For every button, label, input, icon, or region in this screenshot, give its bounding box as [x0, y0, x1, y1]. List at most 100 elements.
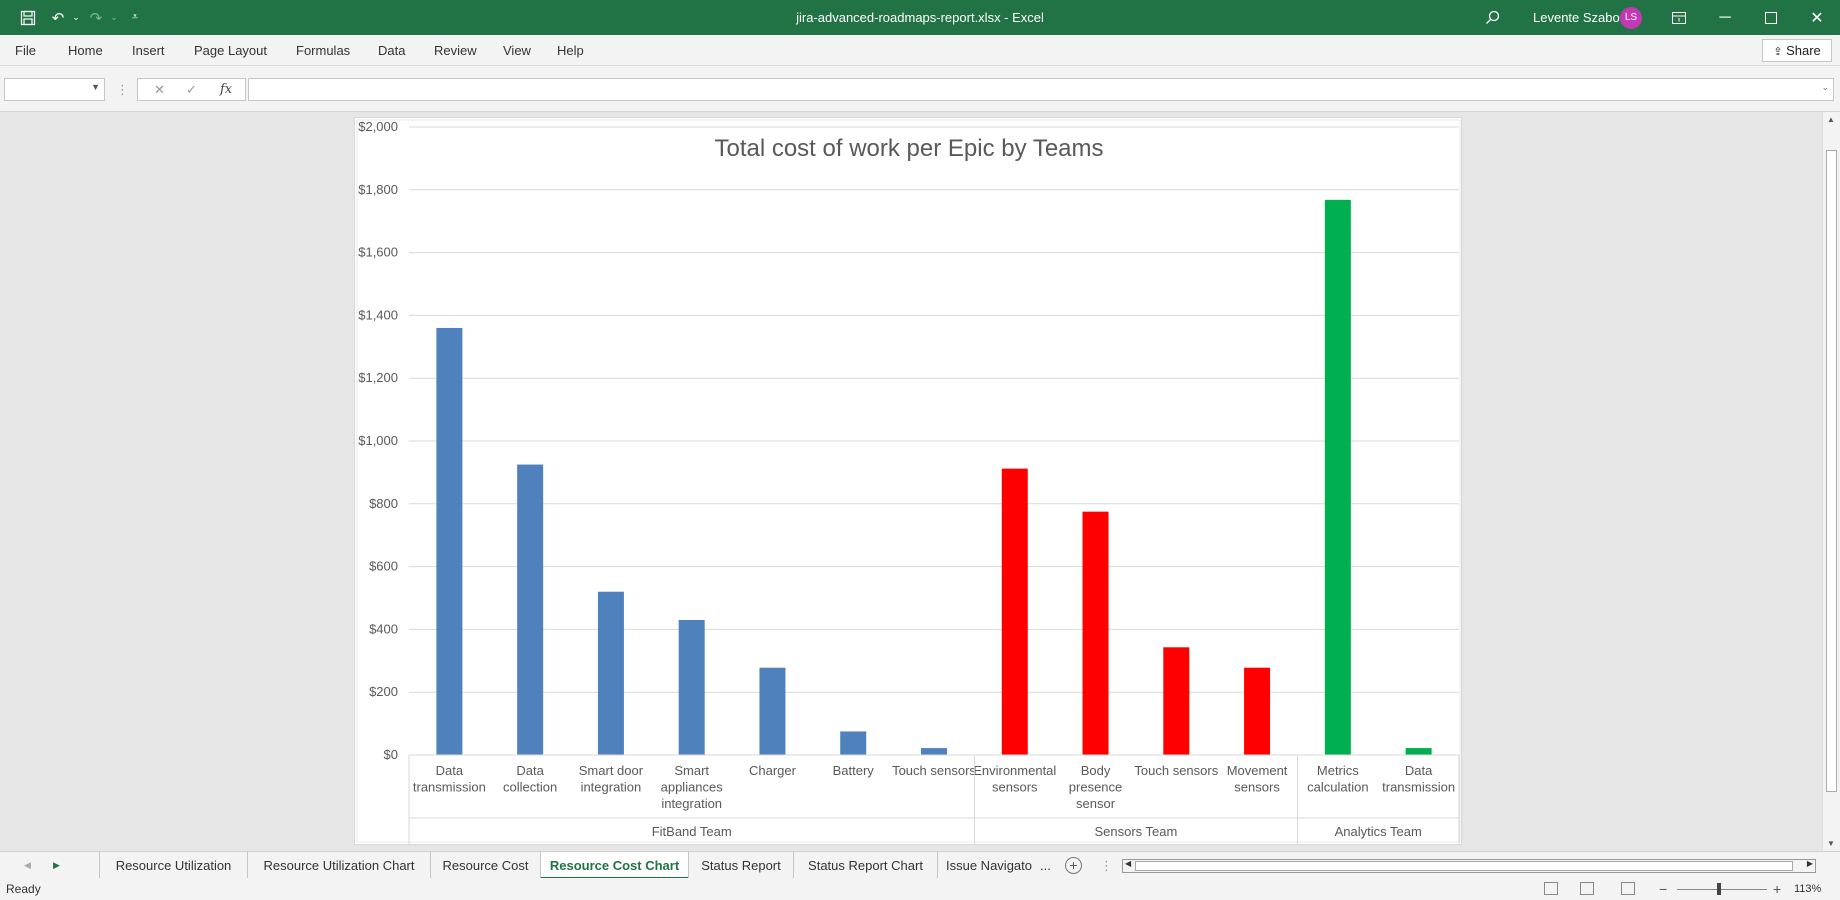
y-tick-label: $600 — [369, 559, 398, 574]
x-tick-label: transmission — [1382, 780, 1455, 795]
close-icon[interactable]: ✕ — [1810, 9, 1824, 27]
share-label: Share — [1786, 43, 1821, 58]
sheet-tab-status-report[interactable]: Status Report — [688, 852, 793, 879]
tab-review[interactable]: Review — [434, 43, 477, 58]
chevron-down-icon[interactable]: ▼ — [91, 82, 100, 92]
tab-view[interactable]: View — [503, 43, 531, 58]
prev-sheet-icon[interactable]: ◀ — [24, 860, 31, 870]
sheet-tabs-bar: ◀ ▶ Resource Utilization Resource Utiliz… — [0, 851, 1840, 879]
name-box[interactable]: ▼ — [4, 78, 105, 101]
sheet-tab-resource-cost[interactable]: Resource Cost — [430, 852, 540, 879]
chart-canvas[interactable]: $0 $200 $400 $600 $800 $1,000 $1,200 $1,400 $1,6… — [355, 118, 1463, 846]
x-tick-label: calculation — [1307, 780, 1368, 795]
more-sheets-button[interactable]: ... — [1040, 858, 1051, 873]
y-tick-label: $200 — [369, 684, 398, 699]
x-group-label: Analytics Team — [1335, 824, 1422, 839]
redo-dropdown-icon[interactable]: ⌄ — [110, 12, 118, 22]
y-tick-label: $1,000 — [358, 433, 398, 448]
x-tick-label: sensors — [992, 780, 1038, 795]
vertical-scroll-thumb[interactable] — [1826, 150, 1837, 792]
user-name[interactable]: Levente Szabo — [1533, 10, 1620, 25]
sheet-tab-status-report-chart[interactable]: Status Report Chart — [793, 852, 937, 879]
sheet-tab-resource-cost-chart[interactable]: Resource Cost Chart — [540, 852, 688, 879]
next-sheet-icon[interactable]: ▶ — [53, 860, 60, 870]
maximize-icon[interactable] — [1748, 0, 1794, 35]
x-tick-label: transmission — [413, 780, 486, 795]
share-button[interactable]: ⇪ Share — [1762, 39, 1832, 62]
x-tick-label: Metrics — [1317, 763, 1359, 778]
redo-icon[interactable]: ↷ — [89, 9, 103, 27]
share-icon: ⇪ — [1773, 46, 1783, 58]
zoom-slider[interactable] — [1677, 889, 1767, 890]
enter-icon[interactable]: ✓ — [186, 82, 197, 97]
tab-home[interactable]: Home — [68, 43, 103, 58]
sheet-tab-resource-utilization-chart[interactable]: Resource Utilization Chart — [247, 852, 430, 879]
formula-bar-grip-icon[interactable]: ⋮ — [116, 82, 129, 97]
tab-data[interactable]: Data — [378, 43, 406, 58]
search-icon[interactable] — [1478, 0, 1506, 35]
bar — [1001, 468, 1028, 755]
zoom-out-icon[interactable]: − — [1659, 881, 1668, 897]
formula-actions: ✕ ✓ fx — [137, 78, 246, 101]
save-icon[interactable] — [14, 0, 42, 35]
undo-dropdown-icon[interactable]: ⌄ — [72, 12, 80, 22]
ribbon-display-options-icon[interactable] — [1656, 0, 1702, 35]
sheet-tab-issue-navigator[interactable]: Issue Navigato — [937, 852, 1040, 879]
insert-function-icon[interactable]: fx — [220, 82, 233, 97]
scroll-down-icon[interactable]: ▼ — [1827, 839, 1835, 848]
x-tick-label: collection — [503, 780, 557, 795]
scroll-right-icon[interactable]: ▶ — [1806, 859, 1813, 868]
zoom-in-icon[interactable]: + — [1773, 881, 1782, 897]
x-tick-label: Touch sensors — [1134, 763, 1218, 778]
status-text: Ready — [6, 882, 41, 896]
undo-icon[interactable]: ↶ — [51, 9, 65, 27]
formula-bar: ▼ ⋮ ✕ ✓ fx ⌄ — [0, 66, 1840, 112]
tab-formulas[interactable]: Formulas — [296, 43, 351, 58]
tab-splitter-icon[interactable]: ⋮ — [1100, 858, 1113, 873]
bar — [1324, 199, 1351, 755]
bar — [921, 748, 947, 755]
x-tick-label: Touch sensors — [892, 763, 976, 778]
cancel-icon[interactable]: ✕ — [154, 82, 165, 97]
avatar[interactable]: LS — [1620, 7, 1642, 29]
x-group-label: FitBand Team — [652, 824, 732, 839]
bar — [517, 464, 544, 755]
y-tick-label: $1,400 — [358, 307, 398, 322]
bar — [840, 731, 867, 755]
zoom-level[interactable]: 113% — [1794, 883, 1822, 895]
tab-insert[interactable]: Insert — [132, 43, 165, 58]
x-tick-label: integration — [661, 796, 722, 811]
y-tick-label: $400 — [369, 621, 398, 636]
horizontal-scroll-thumb[interactable] — [1135, 861, 1793, 871]
x-tick-label: Environmental — [973, 763, 1056, 778]
sheet-tab-resource-utilization[interactable]: Resource Utilization — [99, 852, 247, 879]
y-tick-label: $1,600 — [358, 245, 398, 260]
bar — [597, 591, 624, 755]
minimize-icon[interactable]: ─ — [1719, 8, 1731, 26]
expand-formula-icon[interactable]: ⌄ — [1821, 82, 1829, 92]
scroll-left-icon[interactable]: ◀ — [1125, 859, 1132, 868]
y-tick-label: $1,800 — [358, 182, 398, 197]
x-tick-label: Movement — [1227, 763, 1288, 778]
normal-view-icon[interactable] — [1544, 882, 1558, 895]
horizontal-scrollbar[interactable]: ◀ ▶ — [1122, 859, 1816, 873]
tab-page-layout[interactable]: Page Layout — [194, 43, 268, 58]
x-tick-label: Data — [1405, 763, 1433, 778]
bar — [759, 667, 786, 755]
page-break-preview-icon[interactable] — [1621, 882, 1635, 895]
status-bar: Ready − + 113% — [0, 878, 1840, 900]
add-sheet-icon[interactable]: + — [1065, 857, 1082, 874]
zoom-slider-thumb[interactable] — [1717, 883, 1721, 895]
scroll-up-icon[interactable]: ▲ — [1827, 115, 1835, 124]
ribbon-tabs: File Home Insert Page Layout Formulas Da… — [0, 35, 1840, 66]
x-tick-label: Data — [516, 763, 544, 778]
formula-input[interactable]: ⌄ — [248, 78, 1834, 101]
page-layout-view-icon[interactable] — [1580, 882, 1594, 895]
chart-area[interactable]: $0 $200 $400 $600 $800 $1,000 $1,200 $1,400 $1,6… — [354, 117, 1462, 845]
vertical-scrollbar[interactable]: ▲ ▼ — [1822, 112, 1840, 851]
tab-file[interactable]: File — [15, 43, 36, 58]
y-tick-label: $800 — [369, 496, 398, 511]
customize-toolbar-icon[interactable]: ⩡ — [131, 11, 139, 23]
title-bar: ↶ ⌄ ↷ ⌄ ⩡ jira-advanced-roadmaps-report.… — [0, 0, 1840, 35]
tab-help[interactable]: Help — [557, 43, 584, 58]
